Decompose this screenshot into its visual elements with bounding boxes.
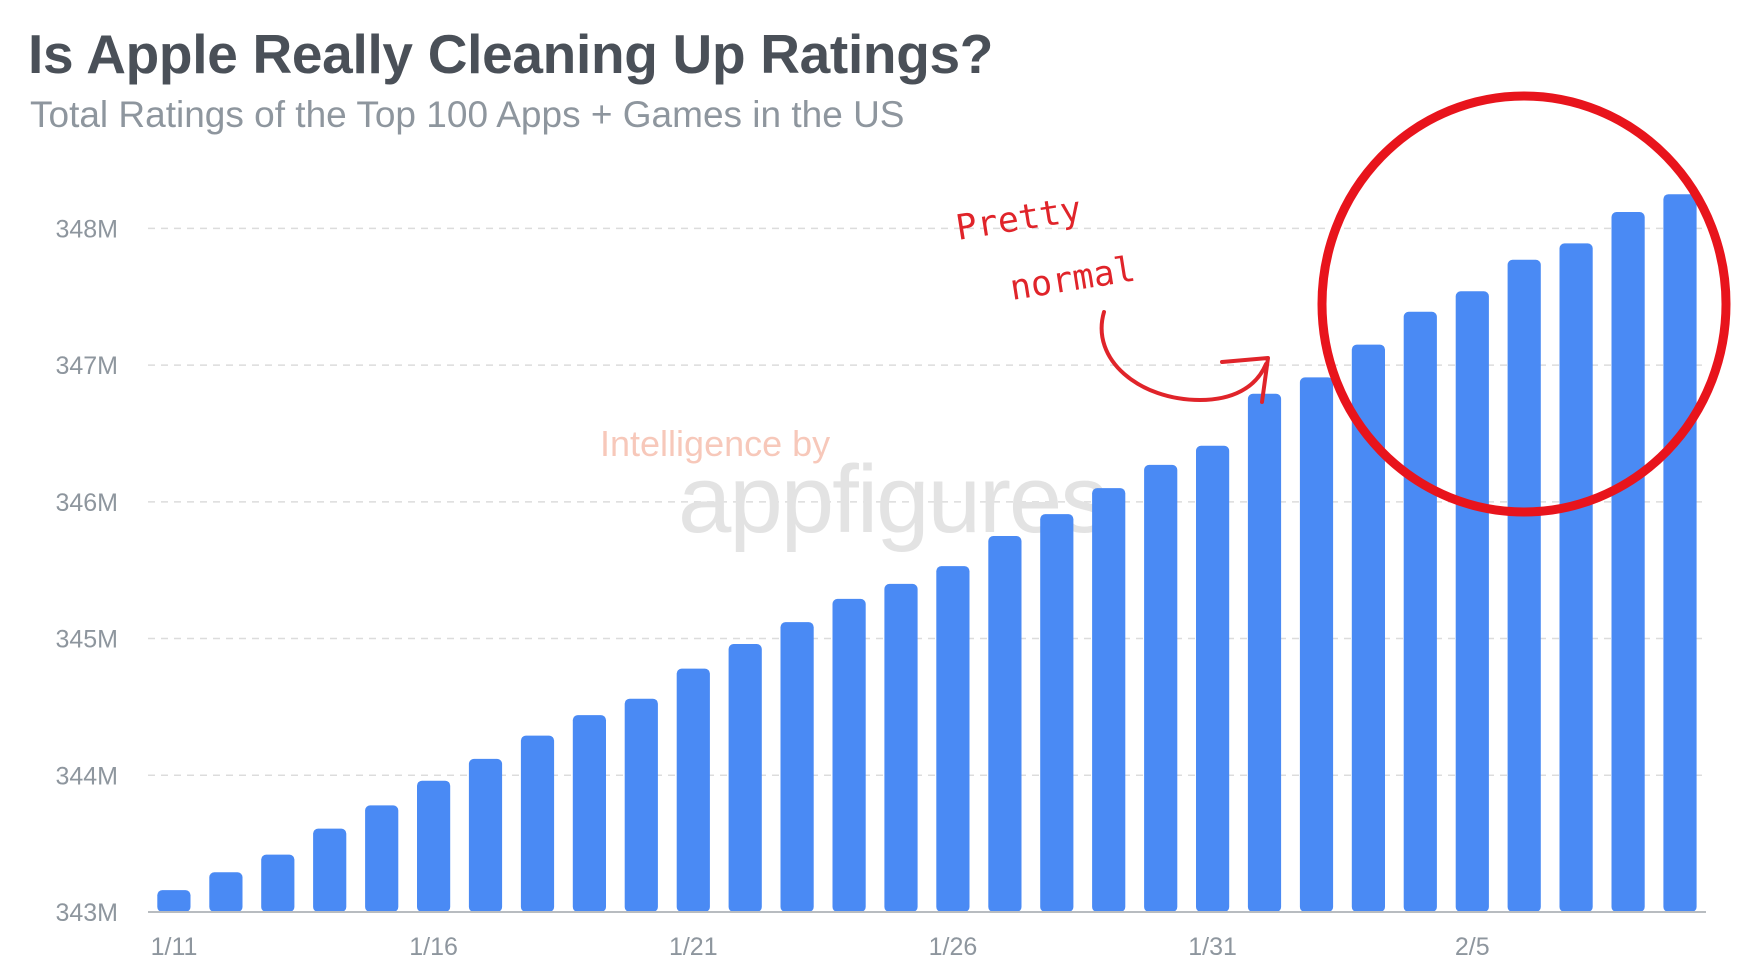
y-tick-label: 344M <box>55 762 118 790</box>
bar-2-7 <box>1559 243 1593 912</box>
bar-1-18 <box>520 735 555 912</box>
bar-2-5 <box>1455 291 1489 912</box>
bar-1-29 <box>1092 488 1126 912</box>
chart-subtitle: Total Ratings of the Top 100 Apps + Game… <box>30 94 905 135</box>
bar-series <box>157 194 1697 913</box>
bar-1-21 <box>676 668 710 912</box>
bar-1-12 <box>209 872 243 912</box>
annotation-arrow-head <box>1220 356 1270 404</box>
bar-1-16 <box>417 780 451 912</box>
x-axis: 1/11 1/16 1/21 1/26 1/31 2/5 <box>151 933 1490 961</box>
bar-1-24 <box>832 598 866 912</box>
x-tick-label: 1/31 <box>1188 933 1237 961</box>
bar-1-31 <box>1196 445 1230 912</box>
bar-2-2 <box>1299 377 1334 912</box>
bar-1-17 <box>468 758 503 912</box>
highlight-circle <box>1317 91 1731 517</box>
x-tick-label: 1/21 <box>669 933 718 961</box>
annotation-arrow-curve <box>1099 310 1268 403</box>
bar-1-25 <box>884 583 918 912</box>
y-tick-label: 346M <box>55 489 118 517</box>
x-tick-label: 1/11 <box>151 933 198 961</box>
watermark: Intelligence by appfigures <box>600 423 1108 553</box>
bar-2-8 <box>1611 212 1645 912</box>
watermark-logo-text: appfigures <box>678 446 1106 553</box>
bar-1-30 <box>1144 464 1178 912</box>
y-tick-label: 343M <box>55 899 118 927</box>
bar-1-13 <box>261 854 295 912</box>
bar-2-6 <box>1507 259 1541 912</box>
y-tick-label: 347M <box>55 352 118 380</box>
bar-1-27 <box>988 536 1022 912</box>
bar-1-26 <box>936 566 970 912</box>
bar-2-9 <box>1663 194 1697 912</box>
y-tick-label: 348M <box>55 215 118 243</box>
x-tick-label: 2/5 <box>1455 933 1490 961</box>
y-tick-label: 345M <box>55 626 118 654</box>
annotation-pretty: Pretty <box>953 190 1084 249</box>
x-tick-label: 1/16 <box>409 933 458 961</box>
bar-1-22 <box>728 644 762 912</box>
bar-1-15 <box>365 805 399 912</box>
bar-1-20 <box>624 698 658 912</box>
bar-2-4 <box>1403 311 1437 912</box>
x-tick-label: 1/26 <box>929 933 978 961</box>
bar-2-3 <box>1351 344 1385 913</box>
bar-1-11 <box>157 890 191 912</box>
watermark-tagline: Intelligence by <box>600 423 830 464</box>
chart-title: Is Apple Really Cleaning Up Ratings? <box>28 23 994 85</box>
bar-1-23 <box>780 622 814 912</box>
annotation-normal: normal <box>1007 250 1138 309</box>
bar-1-19 <box>572 715 606 912</box>
bar-1-14 <box>313 828 347 912</box>
bar-1-28 <box>1040 514 1074 912</box>
y-axis: 343M 344M 345M 346M 347M 348M <box>55 215 118 927</box>
bar-2-1 <box>1247 393 1282 912</box>
